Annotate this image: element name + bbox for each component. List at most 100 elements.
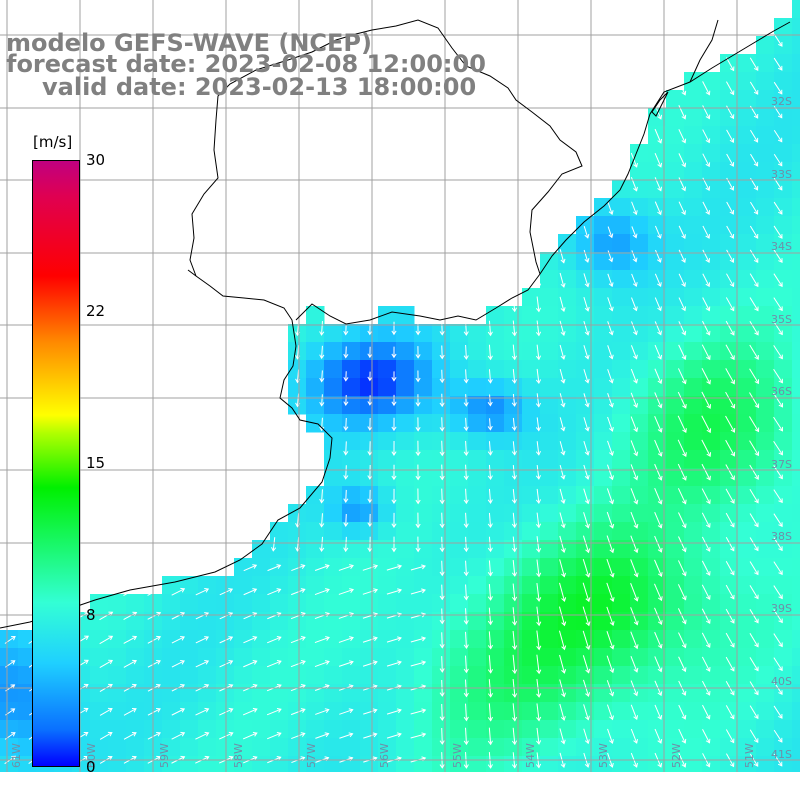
wind-arrow (583, 273, 590, 288)
wind-arrow (749, 81, 759, 95)
wind-speed-cell (432, 594, 451, 613)
wind-arrow (99, 707, 113, 716)
wind-speed-cell (756, 720, 775, 739)
wind-speed-cell (612, 396, 631, 415)
wind-speed-cell (594, 612, 613, 631)
wind-arrow (773, 416, 783, 432)
wind-speed-cell (414, 486, 433, 505)
wind-speed-cell (378, 378, 397, 397)
wind-speed-cell (468, 630, 487, 649)
wind-speed-cell (378, 450, 397, 469)
wind-speed-cell (576, 216, 595, 235)
wind-speed-cell (756, 630, 775, 649)
wind-speed-cell (630, 576, 649, 595)
wind-arrow (123, 731, 137, 740)
wind-arrow (535, 465, 542, 480)
wind-arrow (314, 636, 330, 644)
wind-arrow (367, 536, 373, 553)
wind-arrow (439, 369, 445, 384)
wind-speed-cell (684, 468, 703, 487)
wind-arrow (749, 585, 759, 600)
wind-speed-cell (792, 162, 800, 181)
wind-arrow (343, 513, 349, 527)
wind-speed-cell (684, 324, 703, 343)
wind-arrow (773, 537, 783, 552)
wind-arrow (749, 705, 759, 720)
wind-speed-cell (360, 432, 379, 451)
wind-arrow (439, 536, 445, 553)
wind-arrow (367, 371, 373, 382)
wind-speed-cell (288, 342, 307, 361)
wind-speed-cell (774, 630, 793, 649)
wind-arrow (512, 607, 518, 626)
wind-arrow (410, 708, 427, 715)
wind-arrow (267, 636, 282, 644)
wind-arrow (535, 393, 541, 408)
wind-speed-cell (0, 684, 19, 703)
wind-speed-cell (792, 108, 800, 127)
wind-speed-cell (108, 612, 127, 631)
wind-arrow (535, 441, 541, 456)
wind-speed-cell (648, 468, 667, 487)
wind-speed-cell (486, 414, 505, 433)
wind-speed-cell (576, 378, 595, 397)
wind-speed-cell (486, 468, 505, 487)
wind-speed-cell (612, 414, 631, 433)
wind-arrow (773, 81, 783, 95)
wind-speed-cell (450, 684, 469, 703)
wind-speed-cell (612, 522, 631, 541)
wind-speed-cell (414, 666, 433, 685)
wind-speed-cell (576, 540, 595, 559)
wind-speed-cell (108, 594, 127, 613)
wind-speed-cell (702, 234, 721, 253)
wind-speed-cell (558, 360, 577, 379)
wind-arrow (749, 729, 759, 744)
wind-arrow (749, 297, 759, 312)
wind-arrow (726, 249, 735, 263)
wind-arrow (678, 273, 686, 288)
wind-speed-cell (18, 648, 37, 667)
wind-speed-cell (702, 144, 721, 163)
wind-speed-cell (108, 738, 127, 757)
wind-speed-cell (180, 594, 199, 613)
wind-speed-cell (684, 306, 703, 325)
wind-speed-cell (198, 720, 217, 739)
wind-speed-cell (522, 738, 541, 757)
wind-arrow (171, 731, 186, 740)
wind-arrow (773, 705, 783, 719)
wind-speed-cell (396, 414, 415, 433)
wind-speed-cell (486, 396, 505, 415)
wind-arrow (338, 612, 355, 619)
wind-arrow (463, 560, 469, 577)
wind-speed-cell (738, 378, 757, 397)
wind-arrow (654, 201, 662, 216)
wind-speed-cell (612, 468, 631, 487)
lagoon-coast (651, 19, 719, 117)
wind-arrow (243, 636, 258, 644)
wind-speed-cell (738, 270, 757, 289)
wind-speed-cell (666, 288, 685, 307)
wind-speed-cell (792, 576, 800, 595)
wind-arrow (654, 631, 663, 649)
wind-speed-cell (774, 432, 793, 451)
wind-speed-cell (234, 702, 253, 721)
wind-speed-cell (198, 594, 217, 613)
wind-arrow (439, 584, 445, 601)
wind-arrow (701, 344, 711, 361)
wind-arrow (415, 346, 421, 359)
wind-speed-cell (432, 378, 451, 397)
wind-arrow (463, 464, 469, 481)
wind-speed-cell (630, 288, 649, 307)
wind-arrow (267, 564, 282, 572)
wind-speed-cell (522, 720, 541, 739)
wind-arrow (290, 636, 306, 644)
wind-speed-cell (522, 522, 541, 541)
wind-speed-cell (684, 162, 703, 181)
wind-speed-cell (324, 558, 343, 577)
wind-speed-cell (414, 432, 433, 451)
wind-arrow (582, 655, 591, 674)
wind-arrow (195, 636, 210, 644)
wind-arrow (338, 660, 354, 667)
wind-speed-cell (738, 522, 757, 541)
wind-arrow (363, 732, 378, 739)
